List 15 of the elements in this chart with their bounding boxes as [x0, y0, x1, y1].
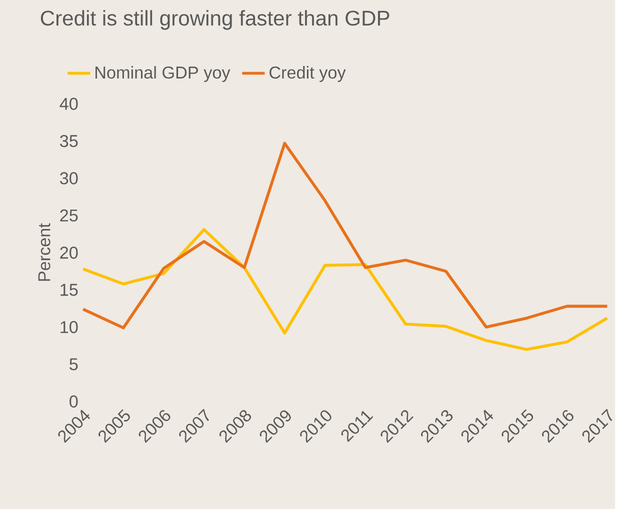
y-axis-title: Percent [38, 223, 50, 281]
legend-label: Nominal GDP yoy [96, 66, 230, 82]
y-tick-label: 35 [60, 134, 78, 147]
chart-title: Credit is still growing faster than GDP [40, 10, 390, 30]
y-tick-label: 15 [60, 284, 78, 296]
y-tick-label: 5 [70, 358, 78, 370]
y-tick-label: 30 [60, 172, 78, 184]
line-series [82, 228, 609, 351]
y-tick-label: 40 [60, 98, 78, 110]
y-tick-label: 20 [60, 246, 78, 259]
legend-label: Credit yoy [270, 66, 346, 82]
line-series [82, 142, 609, 330]
y-tick-label: 25 [60, 209, 78, 222]
y-tick-label: 0 [70, 395, 78, 408]
y-tick-label: 10 [60, 320, 78, 334]
